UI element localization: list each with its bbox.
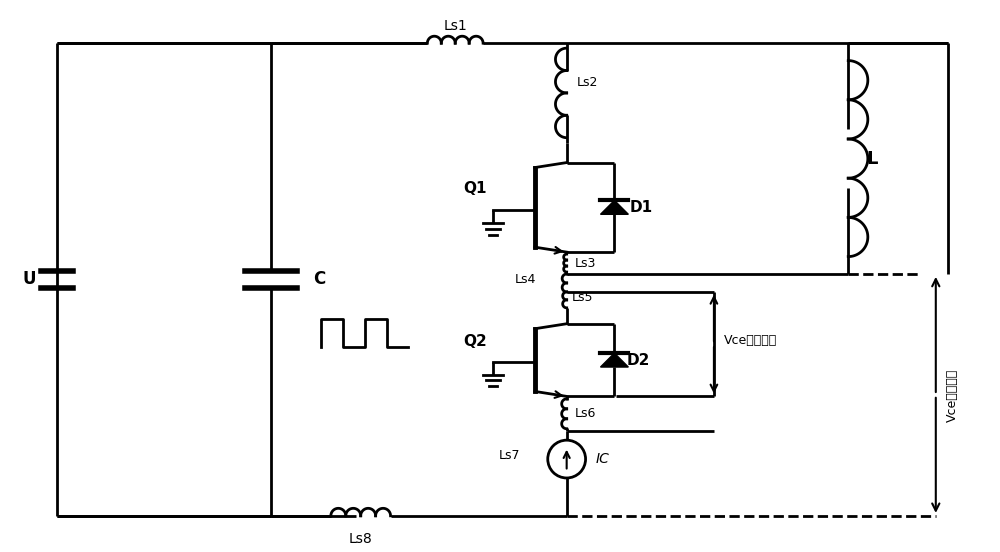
Text: Ls3: Ls3 — [575, 257, 596, 269]
Text: U: U — [23, 270, 36, 289]
Text: Ls5: Ls5 — [572, 291, 593, 304]
Text: Ls6: Ls6 — [575, 407, 596, 420]
Text: Vce功率端子: Vce功率端子 — [946, 368, 959, 422]
Text: L: L — [866, 150, 878, 168]
Polygon shape — [600, 200, 628, 214]
Text: Ls8: Ls8 — [349, 532, 373, 546]
Text: Ls2: Ls2 — [577, 77, 598, 89]
Text: Ls7: Ls7 — [498, 449, 520, 461]
Polygon shape — [600, 353, 628, 367]
Text: IC: IC — [596, 452, 609, 466]
Text: C: C — [313, 270, 325, 289]
Text: Ls4: Ls4 — [515, 273, 536, 286]
Text: Q2: Q2 — [463, 334, 487, 349]
Text: Ls1: Ls1 — [443, 19, 467, 33]
Text: Q1: Q1 — [463, 181, 487, 196]
Text: Vce辅助端子: Vce辅助端子 — [724, 333, 777, 347]
Text: D1: D1 — [629, 200, 652, 215]
Text: D2: D2 — [626, 353, 650, 368]
